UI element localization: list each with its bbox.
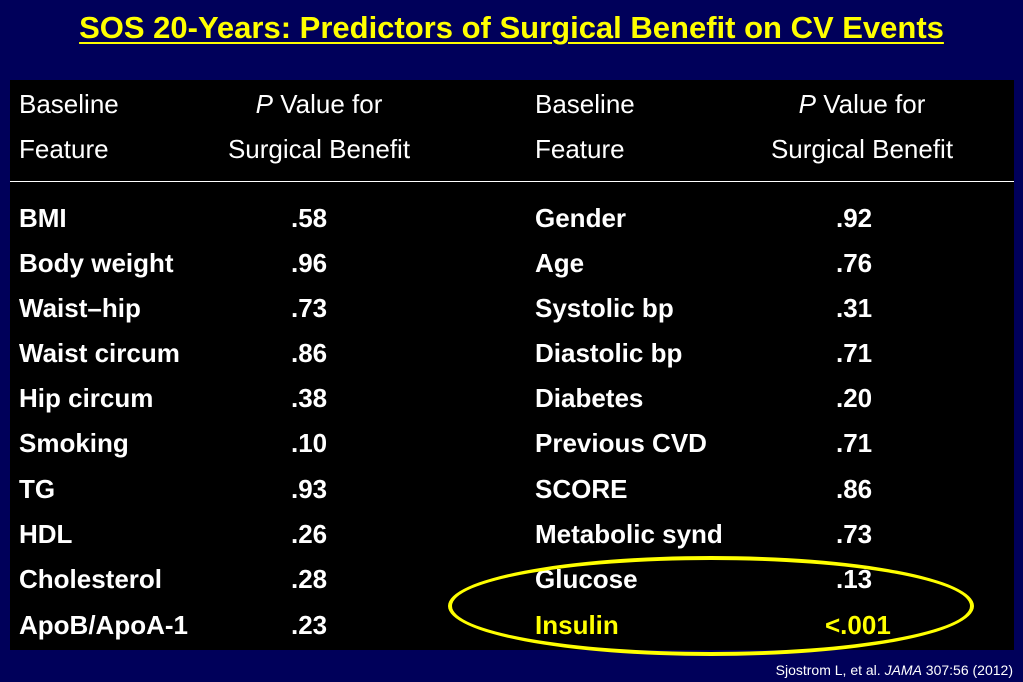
table-row-feature: Systolic bp	[535, 293, 674, 323]
table-row-feature: Hip circum	[19, 383, 154, 413]
table-row-feature: Gender	[535, 203, 627, 233]
highlight-ellipse	[448, 556, 974, 656]
right-header-pvalue-line2: Surgical Benefit	[770, 134, 954, 164]
table-row-feature: Metabolic synd	[535, 519, 723, 549]
table-row-pvalue: .73	[836, 519, 873, 549]
citation-details: 307:56 (2012)	[921, 662, 1013, 678]
table-row-pvalue: .93	[291, 474, 328, 504]
table-row-feature: SCORE	[535, 474, 628, 504]
table-row-feature: ApoB/ApoA-1	[19, 610, 188, 640]
table-row-feature: Age	[535, 248, 585, 278]
header-divider	[10, 181, 1014, 182]
table-row-feature: HDL	[19, 519, 73, 549]
right-header-feature-line1: Baseline	[535, 89, 635, 119]
table-row-pvalue: .92	[836, 203, 873, 233]
left-header-p-italic: P	[255, 89, 273, 119]
table-row-feature: Previous CVD	[535, 428, 707, 458]
table-row-pvalue: .26	[291, 519, 328, 549]
table-row-pvalue: .38	[291, 383, 328, 413]
left-header-pvalue-line2: Surgical Benefit	[227, 134, 411, 164]
results-table: Baseline Feature P Value for Surgical Be…	[10, 80, 1014, 656]
table-row-feature: Waist–hip	[19, 293, 141, 323]
right-header-feature-line2: Feature	[535, 134, 625, 164]
table-row-pvalue: .20	[836, 383, 873, 413]
right-header-pvalue-rest: Value for	[815, 89, 926, 119]
table-row-feature: TG	[19, 474, 56, 504]
left-header-pvalue-rest: Value for	[272, 89, 383, 119]
table-row-pvalue: .23	[291, 610, 328, 640]
table-row-feature: BMI	[19, 203, 67, 233]
table-row-pvalue: .71	[836, 338, 873, 368]
table-row-pvalue: .86	[836, 474, 873, 504]
citation-authors: Sjostrom L, et al.	[775, 662, 885, 678]
right-header-p-italic: P	[798, 89, 816, 119]
citation-journal: JAMA	[884, 662, 922, 678]
table-row-pvalue: .58	[291, 203, 328, 233]
table-row-pvalue: .71	[836, 428, 873, 458]
table-row-pvalue: .86	[291, 338, 328, 368]
table-row-feature: Cholesterol	[19, 564, 163, 594]
table-row-feature: Diabetes	[535, 383, 644, 413]
table-row-pvalue: .10	[291, 428, 328, 458]
table-row-feature: Diastolic bp	[535, 338, 683, 368]
left-header-feature-line2: Feature	[19, 134, 109, 164]
right-header-pvalue-line1: P Value for	[799, 89, 926, 119]
table-row-pvalue: .31	[836, 293, 873, 323]
slide-title: SOS 20-Years: Predictors of Surgical Ben…	[79, 10, 944, 45]
table-row-feature: Body weight	[19, 248, 174, 278]
left-header-feature-line1: Baseline	[19, 89, 119, 119]
table-row-pvalue: .73	[291, 293, 328, 323]
table-row-pvalue: .76	[836, 248, 873, 278]
left-header-pvalue-line1: P Value for	[256, 89, 383, 119]
citation: Sjostrom L, et al. JAMA 307:56 (2012)	[776, 661, 1013, 679]
table-row-feature: Smoking	[19, 428, 129, 458]
table-row-pvalue: .96	[291, 248, 328, 278]
table-row-feature: Waist circum	[19, 338, 180, 368]
table-row-pvalue: .28	[291, 564, 328, 594]
